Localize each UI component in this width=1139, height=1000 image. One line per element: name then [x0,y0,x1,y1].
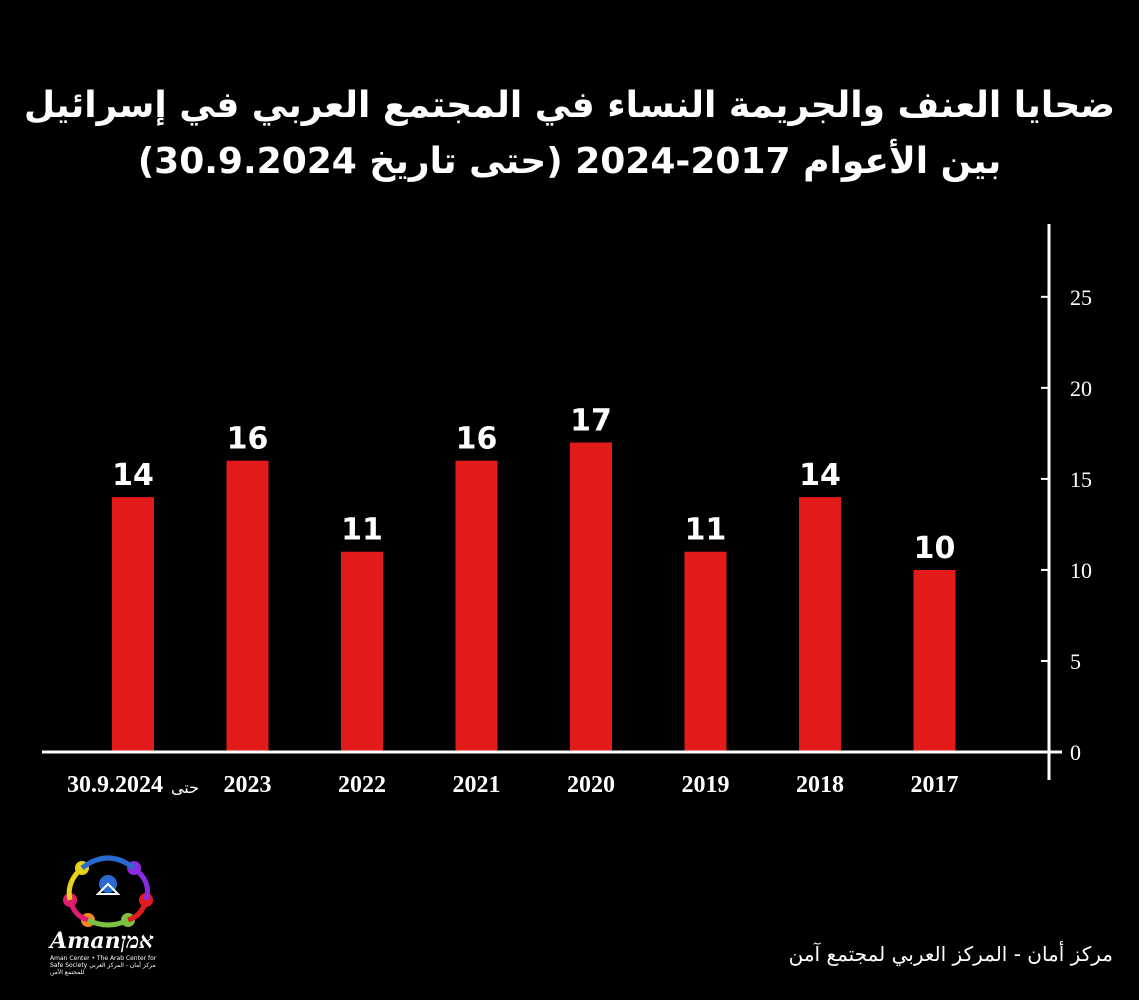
title-line-1: ضحايا العنف والجريمة النساء في المجتمع ا… [23,85,1116,126]
bar [570,442,612,752]
bar [341,551,383,752]
bar-data-label: 10 [914,531,956,566]
x-category-label: 2022 [338,772,386,798]
x-category-label: 2019 [682,772,730,798]
bar-data-label: 16 [227,422,269,457]
x-category-label: 2023 [224,772,272,798]
bar [455,460,498,752]
x-category-label: 2021 [453,772,501,798]
y-tick-label: 10 [1070,558,1092,583]
bar-data-label: 17 [570,403,612,438]
y-tick-label: 5 [1070,649,1081,674]
axis-layer [42,224,1062,780]
bar-chart: 0 5 10 15 20 25 14 30.9.2024 حتى 16 2023 11 2022 16 2… [42,224,1092,798]
bar-data-label: 16 [456,422,498,457]
footer-text: مركز أمان - المركز العربي لمجتمع آمن [788,942,1113,966]
y-tick-label: 0 [1070,740,1081,765]
x-category-prefix: حتى [171,778,199,797]
title-line-2: بين الأعوام 2017-2024 (حتى تاريخ 30.9.20… [137,141,1002,182]
aman-logo [63,855,153,928]
bar-data-label: 11 [685,513,727,548]
bar-data-label: 14 [799,458,841,493]
logo-subtitle: Aman Center • The Arab Center for Safe S… [50,955,157,976]
y-tick-label: 15 [1070,467,1092,492]
bar-data-label: 14 [112,458,154,493]
bar [112,497,154,752]
bars-layer [112,442,956,752]
labels-layer: 14 30.9.2024 حتى 16 2023 11 2022 16 2021 17 2020 11… [67,403,959,798]
x-category-label: 30.9.2024 [67,772,163,798]
chart-title: ضحايا العنف والجريمة النساء في المجتمع ا… [0,78,1139,190]
y-tick-label: 20 [1070,376,1092,401]
y-tick-label: 25 [1070,285,1092,310]
bar [226,460,269,752]
bar [799,497,841,752]
x-category-label: 2018 [796,772,844,798]
logo-wordmark: Amanאמן [50,928,154,954]
bar [684,551,727,752]
bar [913,569,956,752]
y-ticks-layer: 0 5 10 15 20 25 [1041,285,1092,765]
x-category-label: 2017 [911,772,959,798]
bar-data-label: 11 [341,513,383,548]
x-category-label: 2020 [567,772,615,798]
